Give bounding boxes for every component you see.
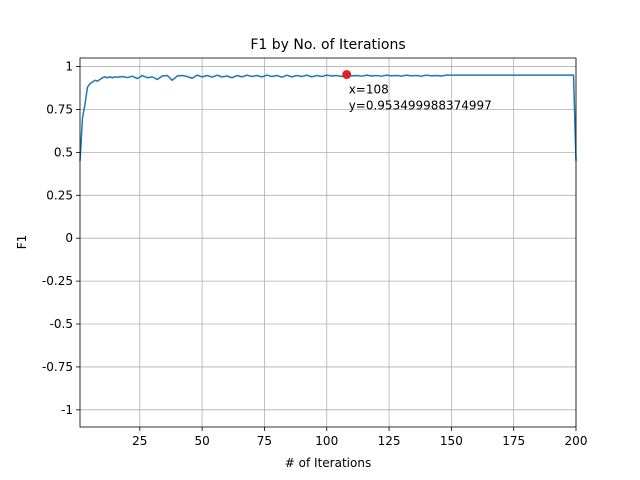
x-tick-label: 200 xyxy=(565,434,588,448)
y-tick-label: 0.25 xyxy=(46,188,73,202)
y-tick-label: 0.75 xyxy=(46,102,73,116)
x-tick-label: 100 xyxy=(315,434,338,448)
x-tick-label: 25 xyxy=(132,434,147,448)
y-axis-ticks: 1 0.75 0.5 0.25 0 -0.25 -0.5 -0.75 -1 xyxy=(42,60,80,417)
y-axis-label: F1 xyxy=(15,235,29,250)
x-gridlines xyxy=(139,58,577,427)
x-tick-label: 175 xyxy=(502,434,525,448)
y-tick-label: -0.25 xyxy=(42,274,73,288)
y-tick-label: 1 xyxy=(65,60,73,74)
x-tick-label: 75 xyxy=(257,434,272,448)
y-tick-label: 0 xyxy=(65,231,73,245)
annotation-x-value: x=108 xyxy=(349,83,389,97)
plot-frame xyxy=(79,57,577,428)
annotation-y-value: y=0.953499988374997 xyxy=(349,99,492,113)
max-f1-point xyxy=(342,70,352,80)
x-tick-label: 125 xyxy=(378,434,401,448)
y-tick-label: -1 xyxy=(61,403,73,417)
chart-title: F1 by No. of Iterations xyxy=(250,37,405,53)
f1-series-line xyxy=(79,73,577,162)
y-tick-label: -0.75 xyxy=(42,360,73,374)
y-tick-label: -0.5 xyxy=(50,317,73,331)
x-axis-ticks: 25 50 75 100 125 150 175 200 xyxy=(132,427,587,448)
x-tick-label: 150 xyxy=(440,434,463,448)
x-tick-label: 50 xyxy=(194,434,209,448)
y-tick-label: 0.5 xyxy=(54,145,73,159)
y-gridlines xyxy=(80,66,576,411)
x-axis-label: # of Iterations xyxy=(285,456,371,470)
